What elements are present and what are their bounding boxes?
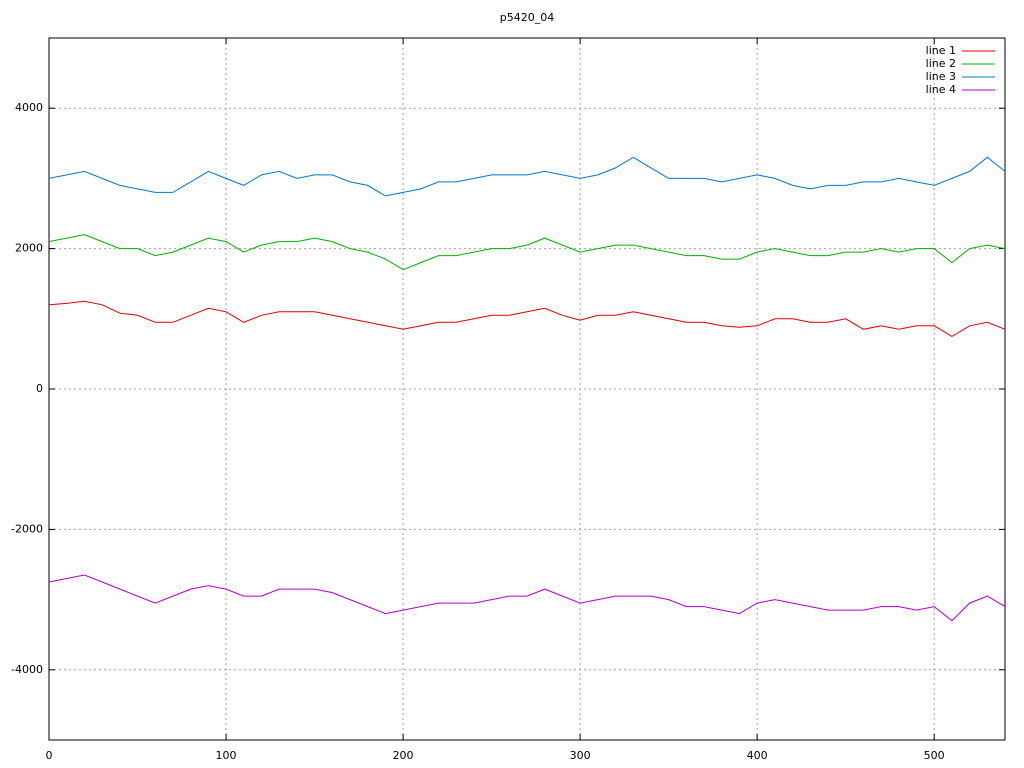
line-series <box>48 234 1006 271</box>
y-tick-label: 4000 <box>15 101 43 114</box>
legend-label: line 2 <box>926 57 956 70</box>
x-tick-label: 400 <box>747 749 768 762</box>
y-tick-label: -4000 <box>11 663 43 676</box>
line-series <box>48 156 1006 197</box>
y-tick-label: 2000 <box>15 242 43 255</box>
line-series <box>48 300 1006 337</box>
legend-label: line 4 <box>926 83 956 96</box>
x-tick-label: 0 <box>46 749 53 762</box>
y-tick-label: -2000 <box>11 522 43 535</box>
plot-border <box>48 37 1006 741</box>
x-tick-label: 500 <box>924 749 945 762</box>
y-tick-label: 0 <box>36 382 43 395</box>
x-tick-label: 300 <box>570 749 591 762</box>
line-series <box>48 574 1006 622</box>
chart-title: p5420_04 <box>500 11 554 24</box>
legend-label: line 1 <box>926 44 956 57</box>
x-tick-label: 200 <box>393 749 414 762</box>
legend-label: line 3 <box>926 70 956 83</box>
x-tick-label: 100 <box>216 749 237 762</box>
